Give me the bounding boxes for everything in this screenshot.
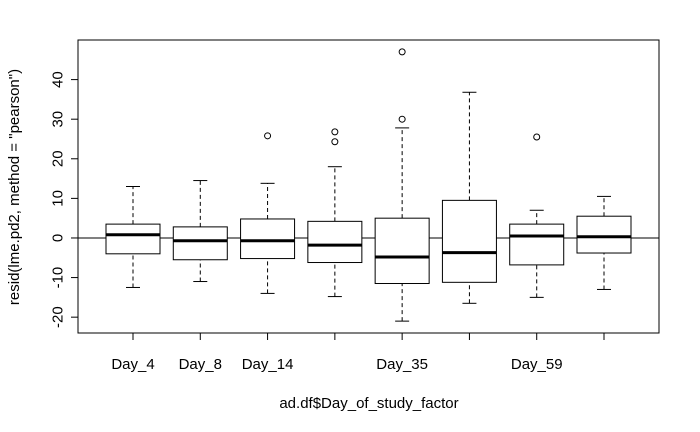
iqr-box: [509, 223, 565, 266]
outlier-point: [533, 133, 541, 141]
y-tick-label: -10: [50, 267, 67, 289]
y-tick-label: 40: [50, 71, 67, 88]
box-1: [105, 186, 161, 288]
x-tick-label: Day_4: [111, 356, 154, 373]
outlier-point: [331, 128, 339, 136]
outlier-point: [264, 132, 272, 140]
y-tick-label: 10: [50, 190, 67, 207]
iqr-box: [576, 215, 632, 254]
iqr-box: [307, 220, 363, 264]
x-tick-label: Day_35: [376, 356, 428, 373]
iqr-box: [105, 223, 161, 255]
y-tick-label: -20: [50, 306, 67, 328]
iqr-box: [240, 218, 296, 260]
outlier-point: [398, 115, 406, 123]
iqr-box: [441, 199, 497, 283]
box-5: [374, 48, 430, 322]
iqr-box: [374, 217, 430, 285]
box-8: [576, 195, 632, 290]
x-tick-label: Day_59: [511, 356, 563, 373]
y-tick-label: 30: [50, 111, 67, 128]
plot-frame: [77, 39, 660, 334]
y-axis-label: resid(lme.pd2, method = "pearson"): [6, 69, 23, 305]
y-tick-label: 0: [50, 234, 67, 242]
outlier-point: [331, 138, 339, 146]
box-3: [240, 132, 296, 294]
x-axis-label: ad.df$Day_of_study_factor: [279, 395, 458, 412]
boxes-layer: [105, 48, 632, 322]
box-2: [172, 180, 228, 283]
outlier-point: [398, 48, 406, 56]
box-7: [509, 133, 565, 298]
x-tick-label: Day_8: [179, 356, 222, 373]
axes-layer: -20 -10 0 10 20 30 40 Day_4 Day_8 Day_14 Day_35 Day…: [50, 39, 660, 373]
iqr-box: [172, 226, 228, 261]
y-tick-label: 20: [50, 150, 67, 167]
box-4: [307, 128, 363, 298]
box-6: [441, 91, 497, 304]
x-tick-label: Day_14: [242, 356, 294, 373]
